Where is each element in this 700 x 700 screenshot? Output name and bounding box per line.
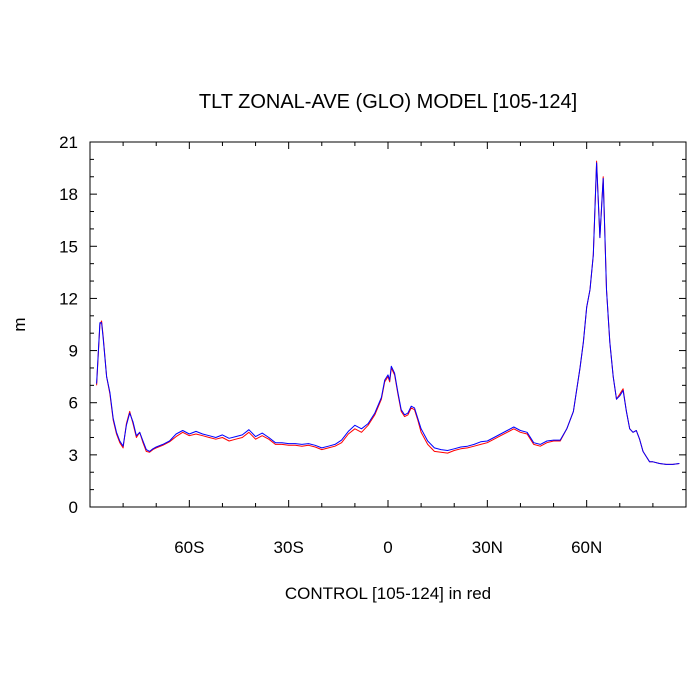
x-axis-label: CONTROL [105-124] in red [285, 584, 491, 603]
y-tick-label: 6 [69, 394, 78, 413]
ticks-layer [90, 141, 686, 508]
labels-layer: 0 3 6 9 12 15 18 21 60S 30S 0 30N 60N CONTROL [105-12… [10, 133, 602, 603]
y-tick-label: 0 [69, 498, 78, 517]
y-tick-label: 3 [69, 446, 78, 465]
y-tick-label: 9 [69, 342, 78, 361]
plot-frame [89, 141, 687, 508]
chart-title: TLT ZONAL-AVE (GLO) MODEL [105-124] [198, 91, 578, 113]
y-tick-label: 21 [59, 133, 78, 152]
series-line-0 [96, 160, 680, 465]
series-layer [96, 160, 680, 465]
y-axis-label: m [10, 317, 29, 331]
y-tick-label: 15 [59, 237, 78, 256]
x-tick-label: 60N [571, 538, 602, 557]
x-tick-label: 30N [472, 538, 503, 557]
y-tick-label: 12 [59, 289, 78, 308]
x-tick-label: 60S [174, 538, 204, 557]
x-tick-label: 0 [383, 538, 392, 557]
series-line-1 [96, 162, 680, 465]
x-tick-label: 30S [274, 538, 304, 557]
y-tick-label: 18 [59, 185, 78, 204]
